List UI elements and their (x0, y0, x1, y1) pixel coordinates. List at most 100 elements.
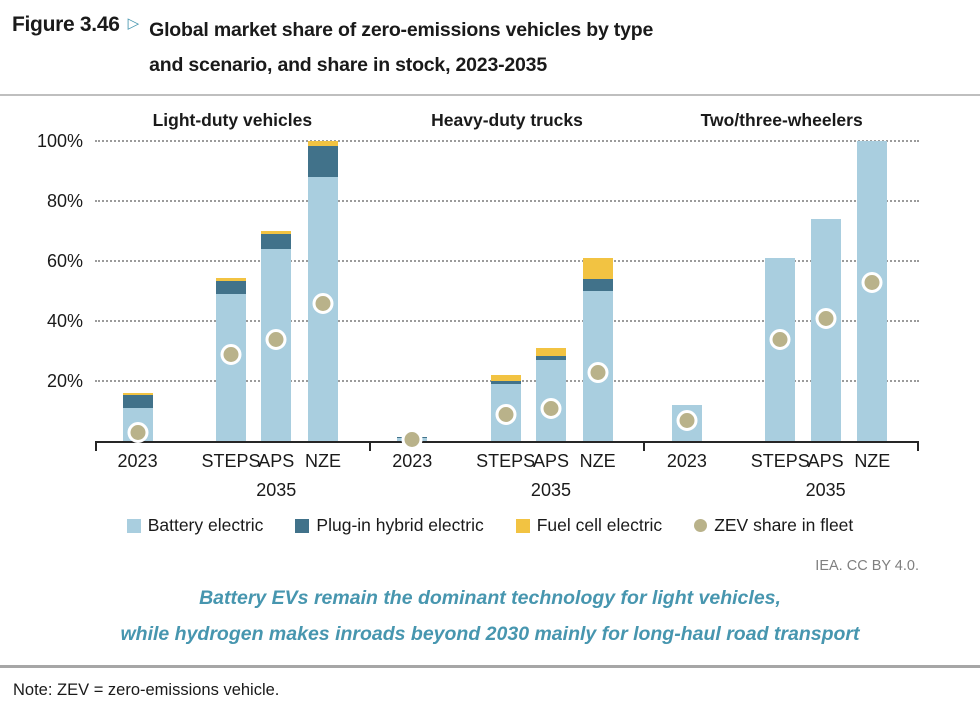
x-label-nze: NZE (304, 451, 341, 471)
segment-plugin-hybrid (490, 381, 521, 384)
y-axis: 100% 80% 60% 40% 20% (0, 132, 95, 441)
key-message: Battery EVs remain the dominant technolo… (0, 580, 980, 652)
header-divider (0, 94, 980, 96)
x-label-2035: 2035 (530, 480, 571, 500)
zev-share-dot (861, 271, 883, 293)
figure-marker-icon: ▷ (127, 15, 140, 32)
segment-battery-electric (810, 219, 841, 441)
x-label-nze: NZE (579, 451, 616, 471)
segment-battery-electric (765, 258, 796, 441)
segment-plugin-hybrid (535, 355, 566, 360)
gridline (95, 260, 919, 262)
bar-nze (307, 141, 338, 441)
x-axis-labels: 2023 STEPS APS NZE 2035 2023 STEPS APS N… (95, 451, 919, 507)
zev-share-dot (312, 292, 334, 314)
group-title-light-duty: Light-duty vehicles (152, 110, 313, 130)
x-label-2035: 2035 (256, 480, 297, 500)
plot-row: 100% 80% 60% 40% 20% (0, 132, 919, 451)
legend-item-fuel-cell: Fuel cell electric (515, 515, 663, 536)
segment-plugin-hybrid (582, 279, 613, 291)
battery-electric-swatch-icon (126, 518, 141, 533)
x-label-aps: APS (258, 451, 295, 471)
axis-tick (368, 443, 371, 451)
segment-plugin-hybrid (261, 234, 292, 249)
plugin-hybrid-swatch-icon (295, 518, 310, 533)
fuel-cell-swatch-icon (515, 518, 530, 533)
x-label-aps: APS (532, 451, 569, 471)
chart-group-two-three-wheelers (644, 141, 919, 441)
segment-battery-electric (215, 294, 246, 441)
segment-fuel-cell (307, 141, 338, 146)
axis-tick (643, 443, 646, 451)
chart-group-heavy-duty (370, 141, 645, 450)
figure-number: Figure 3.46 (12, 13, 120, 36)
legend-item-plugin-hybrid: Plug-in hybrid electric (295, 515, 484, 536)
y-tick-label: 80% (46, 191, 83, 211)
zev-share-dot (769, 328, 791, 350)
group-title-two-three-wheelers: Two/three-wheelers (700, 110, 863, 130)
x-label-steps: STEPS (201, 451, 261, 471)
zev-share-dot (220, 343, 242, 365)
segment-plugin-hybrid (307, 145, 338, 177)
x-group-two-three-wheelers: 2023 STEPS APS NZE 2035 (644, 451, 919, 507)
attribution: IEA. CC BY 4.0. (815, 558, 919, 574)
zev-share-dot (401, 429, 423, 450)
x-label-2035: 2035 (805, 480, 846, 500)
figure-header: Figure 3.46 ▷ Global market share of zer… (0, 0, 980, 83)
x-label-2023: 2023 (392, 451, 433, 471)
zev-share-dot (127, 421, 149, 443)
zev-share-dot (815, 307, 837, 329)
note: Note: ZEV = zero-emissions vehicle. (13, 681, 280, 699)
group-headers: Light-duty vehicles Heavy-duty trucks Tw… (95, 110, 919, 131)
legend-label: Fuel cell electric (536, 515, 663, 535)
chart-group-light-duty (95, 141, 370, 443)
segment-fuel-cell (122, 393, 153, 395)
bar-steps (215, 277, 246, 441)
zev-share-dot (495, 403, 517, 425)
x-group-light-duty: 2023 STEPS APS NZE 2035 (95, 451, 370, 507)
legend-label: ZEV share in fleet (714, 515, 854, 535)
figure-title-line1: Global market share of zero-emissions ve… (149, 19, 654, 41)
x-label-aps: APS (807, 451, 844, 471)
bar-aps (810, 219, 841, 441)
segment-plugin-hybrid (122, 394, 153, 408)
segment-fuel-cell (535, 348, 566, 356)
figure-title: Global market share of zero-emissions ve… (149, 13, 653, 83)
zev-share-dot (265, 328, 287, 350)
zev-share-dot-icon (694, 519, 708, 532)
legend-label: Battery electric (147, 515, 264, 535)
zev-share-dot (587, 361, 609, 383)
axis-tick (95, 443, 97, 451)
gridline (95, 140, 919, 142)
zev-share-dot (540, 397, 562, 419)
segment-fuel-cell (490, 375, 521, 381)
axis-tick (917, 443, 919, 451)
key-message-line2: while hydrogen makes inroads beyond 2030… (120, 623, 860, 645)
plot-area (95, 140, 919, 451)
x-label-steps: STEPS (476, 451, 536, 471)
legend-item-battery-electric: Battery electric (126, 515, 264, 536)
zev-share-dot (676, 409, 698, 431)
x-label-nze: NZE (854, 451, 891, 471)
legend-item-zev-share: ZEV share in fleet (694, 515, 853, 536)
group-title-heavy-duty: Heavy-duty trucks (431, 110, 583, 130)
bar-nze (582, 258, 613, 441)
legend-label: Plug-in hybrid electric (316, 515, 484, 535)
figure-title-line2: and scenario, and share in stock, 2023-2… (149, 54, 547, 76)
gridline (95, 200, 919, 202)
x-group-heavy-duty: 2023 STEPS APS NZE 2035 (370, 451, 645, 507)
segment-fuel-cell (582, 258, 613, 279)
y-tick-label: 40% (46, 311, 83, 331)
footer-divider (0, 665, 980, 668)
y-tick-label: 20% (46, 371, 83, 391)
gridline (95, 320, 919, 322)
x-label-2023: 2023 (666, 451, 707, 471)
y-tick-label: 60% (46, 251, 83, 271)
x-label-2023: 2023 (117, 451, 158, 471)
segment-plugin-hybrid (215, 280, 246, 294)
key-message-line1: Battery EVs remain the dominant technolo… (199, 587, 781, 609)
bar-aps (535, 348, 566, 441)
x-label-steps: STEPS (750, 451, 810, 471)
segment-fuel-cell (261, 231, 292, 234)
